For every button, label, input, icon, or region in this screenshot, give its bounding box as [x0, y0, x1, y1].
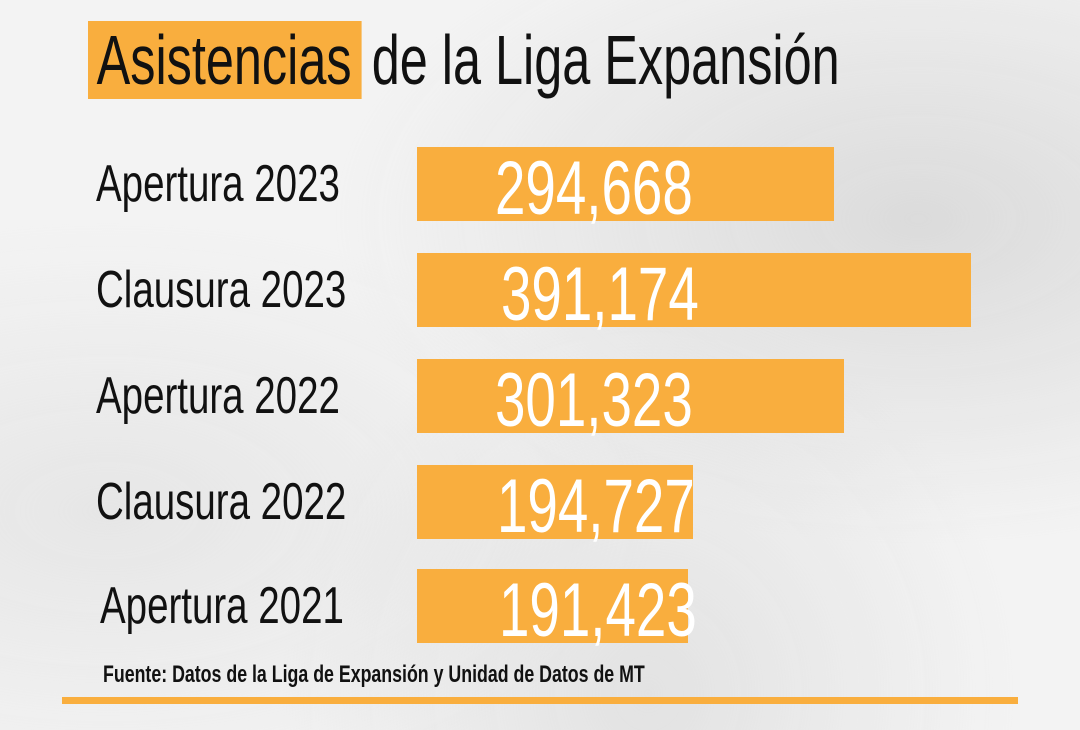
bar	[417, 147, 834, 221]
chart-title: Asistencias de la Liga Expansión	[88, 14, 1048, 106]
category-label: Apertura 2022	[96, 367, 340, 425]
bottom-rule	[62, 697, 1018, 704]
title-highlight: Asistencias	[88, 21, 362, 99]
value-label: 191,423	[499, 568, 697, 653]
bar	[417, 569, 688, 643]
category-label: Apertura 2023	[96, 155, 340, 213]
title-rest: de la Liga Expansión	[371, 21, 840, 99]
bar	[417, 359, 844, 433]
category-label: Clausura 2023	[96, 261, 347, 319]
bar	[417, 465, 693, 539]
bar	[417, 253, 971, 327]
source-text: Fuente: Datos de la Liga de Expansión y …	[103, 661, 645, 688]
value-label: 194,727	[497, 464, 695, 549]
source-note: Fuente: Datos de la Liga de Expansión y …	[103, 657, 903, 693]
value-label: 294,668	[495, 146, 693, 231]
category-label: Apertura 2021	[100, 577, 344, 635]
category-label: Clausura 2022	[96, 473, 347, 531]
value-label: 301,323	[495, 358, 693, 443]
value-label: 391,174	[501, 252, 699, 337]
